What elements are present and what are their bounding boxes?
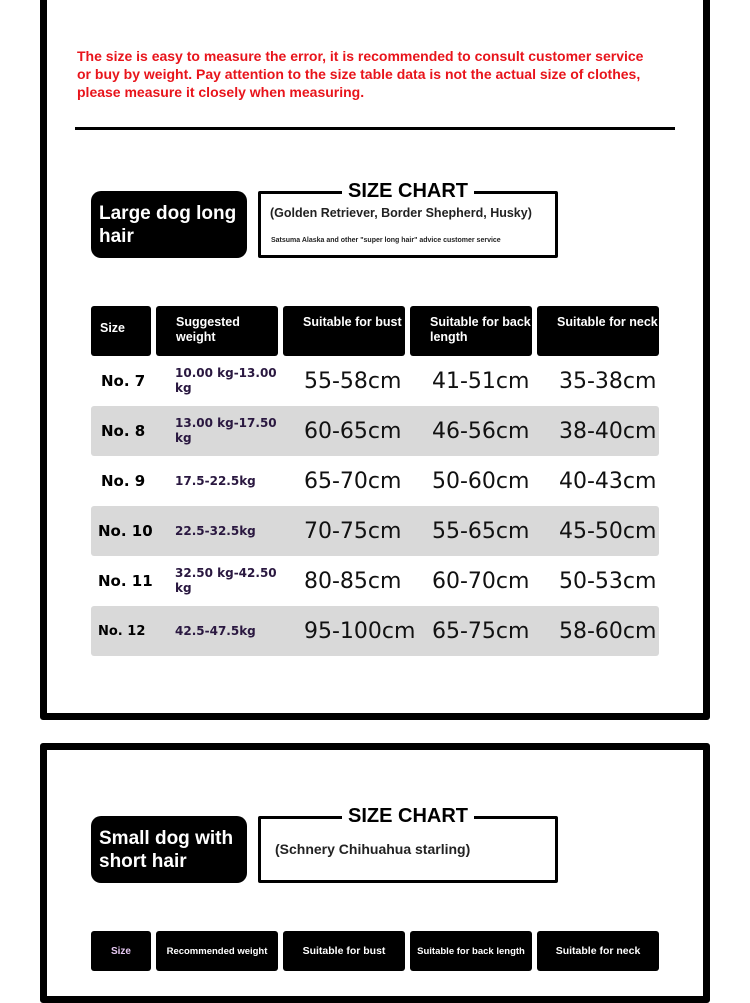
column-header: Suitable for neck (537, 306, 659, 356)
weight-cell: 17.5-22.5kg (175, 473, 256, 488)
size-cell: No. 8 (101, 422, 146, 440)
breed-list: (Golden Retriever, Border Shepherd, Husk… (270, 206, 532, 220)
weight-cell: 10.00 kg-13.00 kg (175, 366, 277, 395)
column-header: Suitable for back length (410, 931, 532, 971)
back-length-cell: 55-65cm (432, 518, 530, 544)
size-cell: No. 11 (98, 572, 153, 590)
column-header: Suggested weight (156, 306, 278, 356)
back-length-cell: 46-56cm (432, 418, 530, 444)
table-row: No. 10 22.5-32.5kg 70-75cm 55-65cm 45-50cm (91, 506, 659, 556)
table-row: No. 9 17.5-22.5kg 65-70cm 50-60cm 40-43cm (91, 456, 659, 506)
back-length-cell: 60-70cm (432, 568, 530, 594)
bust-cell: 55-58cm (304, 368, 402, 394)
bust-cell: 95-100cm (304, 618, 416, 644)
table-row: No. 11 32.50 kg-42.50 kg 80-85cm 60-70cm 50-… (91, 556, 659, 606)
large-dog-size-panel (40, 0, 710, 720)
neck-cell: 35-38cm (559, 368, 657, 394)
column-header: Suitable for bust (283, 931, 405, 971)
small-dog-badge: Small dog with short hair (91, 816, 247, 883)
neck-cell: 58-60cm (559, 618, 657, 644)
weight-cell: 32.50 kg-42.50 kg (175, 566, 277, 595)
divider (75, 127, 675, 130)
size-chart-title: SIZE CHART (342, 805, 474, 827)
column-header: Size (91, 931, 151, 971)
table-row: No. 8 13.00 kg-17.50 kg 60-65cm 46-56cm 38-4… (91, 406, 659, 456)
weight-cell: 13.00 kg-17.50 kg (175, 416, 277, 445)
size-chart-box-small: SIZE CHART (Schnery Chihuahua starling) (258, 805, 558, 883)
back-length-cell: 65-75cm (432, 618, 530, 644)
size-cell: No. 10 (98, 522, 153, 540)
bust-cell: 80-85cm (304, 568, 402, 594)
neck-cell: 45-50cm (559, 518, 657, 544)
breed-list: (Schnery Chihuahua starling) (275, 841, 471, 857)
size-cell: No. 7 (101, 372, 146, 390)
column-header: Suitable for back length (410, 306, 532, 356)
measurement-notice: The size is easy to measure the error, i… (77, 48, 644, 100)
column-header: Suitable for bust (283, 306, 405, 356)
size-cell: No. 9 (101, 472, 146, 490)
weight-cell: 42.5-47.5kg (175, 623, 256, 638)
column-header: Suitable for neck (537, 931, 659, 971)
weight-cell: 22.5-32.5kg (175, 523, 256, 538)
size-cell: No. 12 (98, 623, 146, 639)
size-chart-title: SIZE CHART (342, 180, 474, 202)
column-header: Size (91, 306, 151, 356)
size-chart-box: SIZE CHART (Golden Retriever, Border She… (258, 180, 558, 258)
table-row: No. 12 42.5-47.5kg 95-100cm 65-75cm 58-60cm (91, 606, 659, 656)
neck-cell: 50-53cm (559, 568, 657, 594)
neck-cell: 40-43cm (559, 468, 657, 494)
large-dog-badge: Large dog long hair (91, 191, 247, 258)
back-length-cell: 41-51cm (432, 368, 530, 394)
neck-cell: 38-40cm (559, 418, 657, 444)
bust-cell: 70-75cm (304, 518, 402, 544)
bust-cell: 65-70cm (304, 468, 402, 494)
column-header: Recommended weight (156, 931, 278, 971)
back-length-cell: 50-60cm (432, 468, 530, 494)
long-hair-note: Satsuma Alaska and other "super long hai… (271, 237, 501, 244)
table-row: No. 7 10.00 kg-13.00 kg 55-58cm 41-51cm 35-3… (91, 356, 659, 406)
bust-cell: 60-65cm (304, 418, 402, 444)
